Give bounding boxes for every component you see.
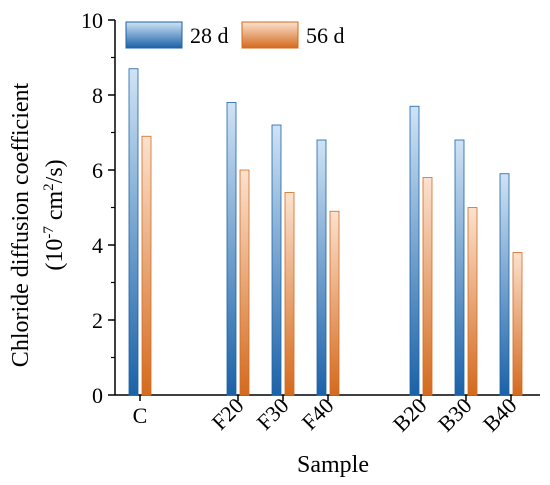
- bar-B30-28d: [454, 139, 465, 396]
- x-axis-title: Sample: [297, 452, 369, 478]
- legend: 28 d 56 d: [125, 21, 345, 49]
- y-tick-label: 4: [92, 233, 103, 258]
- y-tick-label: 0: [92, 383, 103, 408]
- y-axis-title-unit: (10-7 cm2/s): [41, 159, 68, 270]
- y-tick-label: 2: [92, 308, 103, 333]
- bars: [128, 68, 523, 396]
- x-tick-label: F20: [207, 393, 249, 435]
- legend-label-28d: 28 d: [190, 23, 229, 48]
- bar-B30-56d: [467, 207, 478, 396]
- bar-F20-56d: [239, 169, 250, 396]
- y-axis-title: Chloride diffusion coefficient: [8, 82, 34, 367]
- x-tick-label: F30: [252, 393, 294, 435]
- bar-F30-28d: [271, 124, 282, 396]
- legend-label-56d: 56 d: [306, 23, 345, 48]
- bar-F20-28d: [226, 102, 237, 396]
- y-tick-label: 8: [92, 83, 103, 108]
- bar-C-28d: [128, 68, 139, 396]
- legend-swatch-28d: [125, 21, 183, 49]
- x-tick-label: B30: [433, 393, 477, 437]
- y-tick-label: 10: [81, 8, 103, 33]
- bar-F40-56d: [329, 210, 340, 396]
- bar-F30-56d: [284, 192, 295, 396]
- bar-B40-28d: [499, 173, 510, 396]
- bar-B20-28d: [409, 105, 420, 396]
- x-tick-label: C: [133, 403, 148, 428]
- bar-B40-56d: [512, 252, 523, 396]
- x-ticks: C F20 F30 F40 B20 B30 B40: [133, 393, 522, 437]
- x-tick-label: B40: [478, 393, 522, 437]
- bar-C-56d: [141, 135, 152, 396]
- y-tick-label: 6: [92, 158, 103, 183]
- x-tick-label: B20: [388, 393, 432, 437]
- legend-swatch-56d: [241, 21, 299, 49]
- bar-B20-56d: [422, 177, 433, 396]
- bar-F40-28d: [316, 139, 327, 396]
- x-tick-label: F40: [297, 393, 339, 435]
- y-ticks: 0 2 4 6 8 10: [81, 8, 115, 408]
